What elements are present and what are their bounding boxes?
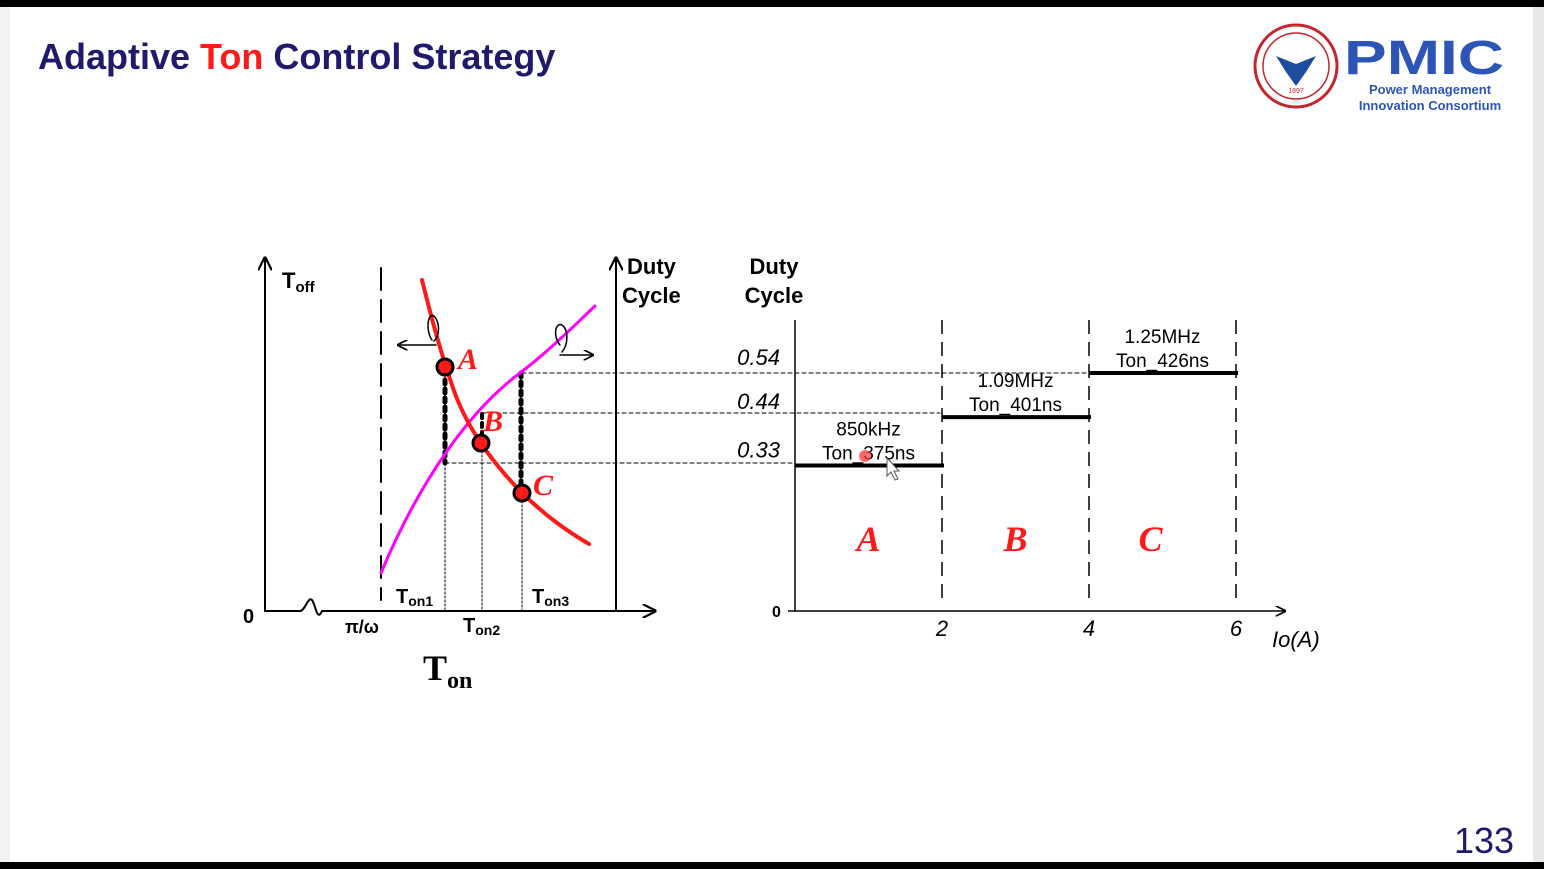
- slide: [10, 7, 1533, 862]
- pmic-line1: Power Management: [1369, 82, 1492, 97]
- label-b: B: [482, 405, 503, 438]
- page-number: 133: [1454, 820, 1515, 861]
- window-edge-right: [1533, 7, 1544, 862]
- window-edge-left: [0, 7, 10, 862]
- mouse-cursor: [859, 450, 901, 481]
- y-axis-label: Duty Cycle: [744, 254, 804, 308]
- ton-toff-diagram: A B C Toff Duty Cycle 0 π/ω Ton1 Ton2 To…: [243, 254, 1089, 694]
- point-c: [512, 483, 532, 503]
- title-text-end: Control Strategy: [263, 36, 556, 77]
- x-tick-label: 6: [1230, 616, 1243, 641]
- title-highlight: Ton: [200, 36, 264, 77]
- segment-ton: Ton_401ns: [969, 395, 1062, 416]
- pmic-brand: PMIC: [1344, 32, 1504, 85]
- pi-omega-label: π/ω: [345, 617, 379, 637]
- pmic-logo: PMIC Power Management Innovation Consort…: [1344, 32, 1504, 113]
- logo-year: 1897: [1288, 88, 1304, 95]
- toff-label: Toff: [282, 268, 316, 296]
- title-text: Adaptive: [38, 36, 201, 77]
- x-axis-label: Io(A): [1272, 627, 1320, 652]
- label-c: C: [533, 469, 554, 502]
- segment-frequency: 850kHz: [836, 420, 900, 441]
- slide-title: Adaptive Ton Control Strategy: [38, 36, 555, 78]
- y-tick-label: 0.44: [737, 389, 780, 414]
- x-tick-label: 4: [1083, 616, 1095, 641]
- label-a: A: [456, 343, 478, 376]
- y-tick-label: 0.54: [737, 345, 780, 370]
- y-tick-label: 0.33: [737, 438, 781, 463]
- ton-axis-label: Ton: [423, 648, 472, 694]
- segment-ton: Ton_426ns: [1116, 351, 1209, 372]
- region-label-c: C: [1138, 519, 1163, 559]
- segment-frequency: 1.25MHz: [1124, 327, 1200, 348]
- region-label-b: B: [1002, 519, 1027, 559]
- zhejiang-university-logo: 1897: [1253, 23, 1339, 109]
- duty-label-line1: Duty: [627, 254, 677, 279]
- point-a: [435, 357, 455, 377]
- segment-frequency: 1.09MHz: [977, 371, 1053, 392]
- duty-cycle-curve: [379, 304, 597, 575]
- ton3-label: Ton3: [532, 586, 569, 609]
- chart-origin: 0: [772, 604, 781, 621]
- origin-label: 0: [243, 606, 254, 628]
- pmic-line2: Innovation Consortium: [1359, 98, 1501, 113]
- x-tick-label: 2: [935, 616, 948, 641]
- point-b: [471, 433, 491, 453]
- region-label-a: A: [854, 519, 880, 559]
- ton2-label: Ton2: [463, 615, 500, 638]
- duty-step-chart: 0 Io(A) 2460.330.440.54850kHzTon_375nsA1…: [737, 320, 1320, 652]
- ton-axis: [264, 598, 655, 614]
- ton1-label: Ton1: [396, 586, 433, 609]
- duty-label-line2: Cycle: [622, 283, 681, 308]
